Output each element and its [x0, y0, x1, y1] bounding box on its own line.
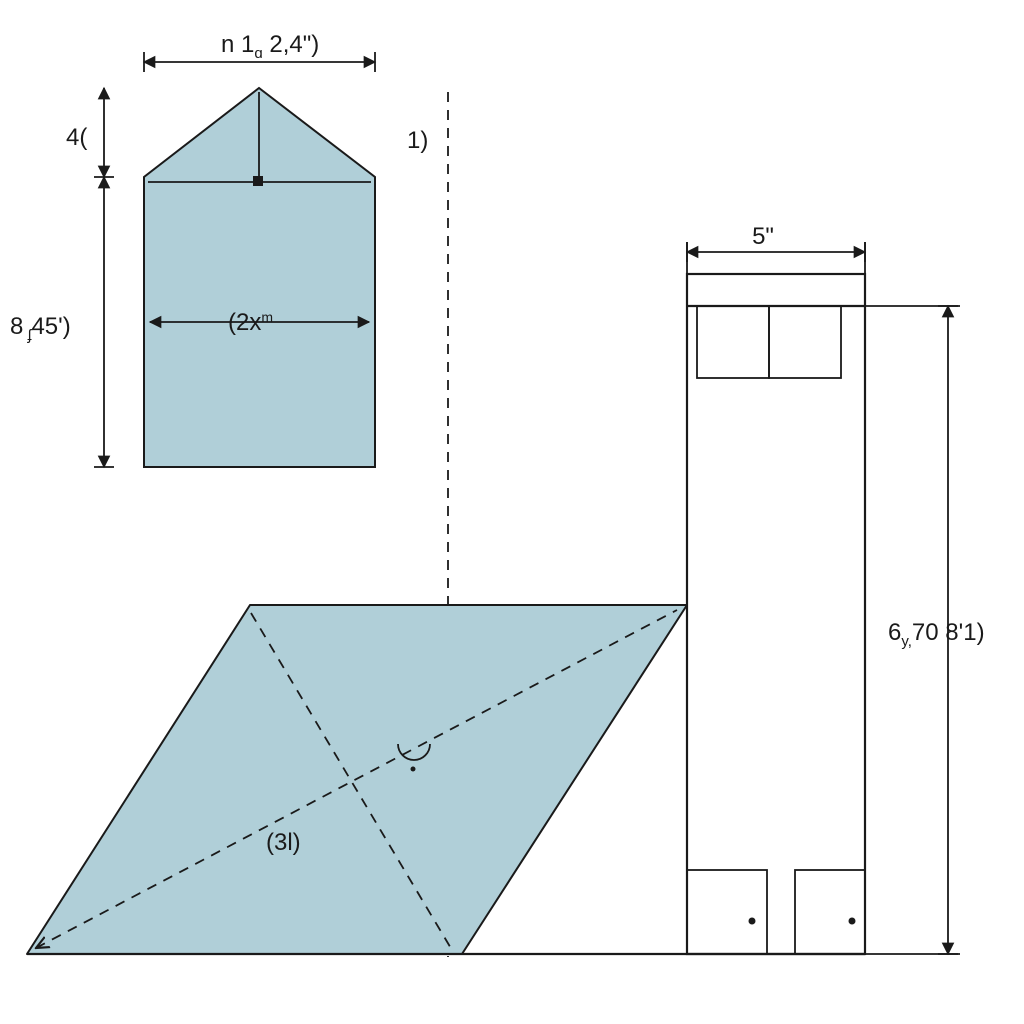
tower-door [687, 870, 767, 954]
dim-roof-height-label: 4( [66, 124, 87, 151]
geometry-diagram: n 1ɑ 2,4")4(8 ʄ45')(2xm1)(3l)5"6y,70 8'1… [0, 0, 1024, 1024]
tower-shape [687, 274, 865, 954]
dim-wall-height-label: 8 ʄ45') [10, 313, 71, 344]
dim-tower-height-label: 6y,70 8'1) [888, 619, 985, 650]
label-3l: (3l) [266, 829, 301, 856]
dim-tower-width-label: 5" [752, 223, 774, 250]
dim-top-width-label: n 1ɑ 2,4") [221, 31, 319, 62]
tower-window [697, 306, 769, 378]
tower-window [769, 306, 841, 378]
label-1: 1) [407, 127, 428, 154]
tower-door [795, 870, 865, 954]
